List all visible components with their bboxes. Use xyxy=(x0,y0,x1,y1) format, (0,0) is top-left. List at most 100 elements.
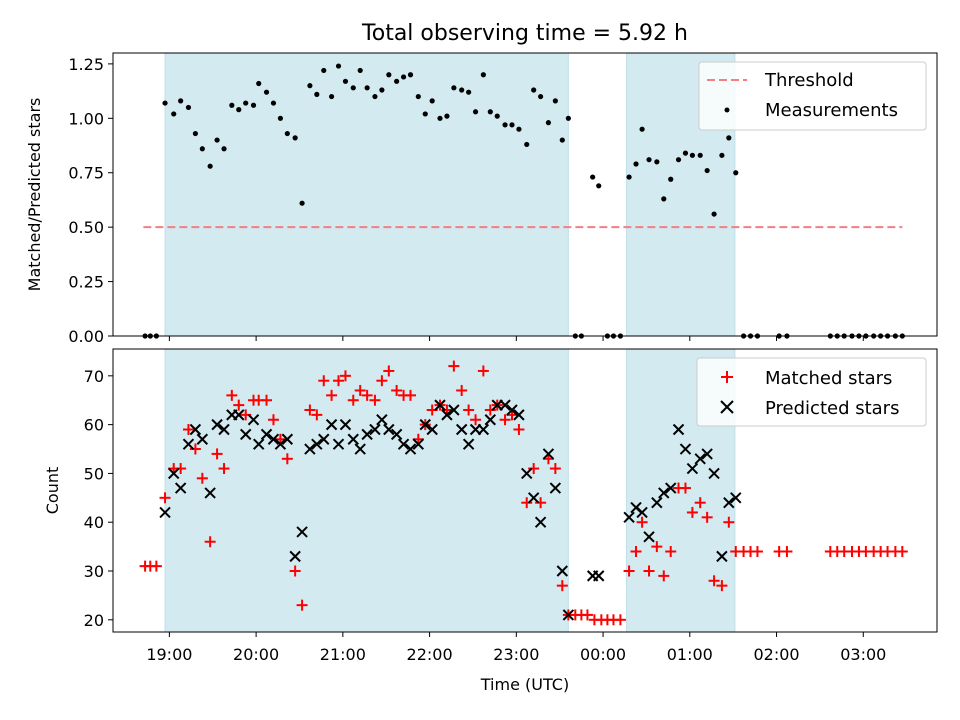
predicted-star-point xyxy=(636,506,648,519)
predicted-star-point xyxy=(159,506,171,519)
predicted-star-point xyxy=(506,404,518,416)
legend-matched-label: Matched stars xyxy=(765,368,892,389)
measurement-point xyxy=(357,67,363,74)
matched-star-point xyxy=(339,370,351,382)
measurement-point xyxy=(682,150,689,156)
predicted-star-point xyxy=(281,433,294,445)
measurement-point xyxy=(524,141,530,148)
predicted-star-point xyxy=(267,433,280,445)
predicted-star-point xyxy=(679,443,692,455)
predicted-star-point xyxy=(462,438,475,450)
bottom-x-tick-label: 02:00 xyxy=(753,645,799,664)
measurement-point xyxy=(379,87,385,93)
matched-star-point xyxy=(643,565,655,577)
predicted-star-point xyxy=(542,448,555,460)
measurement-point xyxy=(466,89,472,95)
predicted-star-point xyxy=(527,492,540,504)
matched-star-point xyxy=(528,463,540,475)
matched-star-point xyxy=(499,414,511,426)
measurement-point xyxy=(480,72,486,78)
predicted-star-point xyxy=(332,438,345,450)
top-y-tick-label: 0.50 xyxy=(68,218,104,237)
predicted-star-point xyxy=(174,482,187,494)
predicted-star-point xyxy=(339,418,352,431)
measurement-point xyxy=(559,137,565,143)
predicted-star-point xyxy=(623,511,635,524)
measurement-point xyxy=(221,146,227,152)
bottom-x-tick-label: 03:00 xyxy=(840,645,886,664)
predicted-star-point xyxy=(686,462,699,475)
measurement-point xyxy=(733,170,739,176)
measurement-point xyxy=(697,152,703,158)
measurement-point xyxy=(472,109,479,115)
matched-star-point xyxy=(636,516,648,528)
measurement-point xyxy=(335,63,342,69)
bottom-x-ticks: 19:00 20:00 21:00 22:00 23:00 00:00 01:00 02:00… xyxy=(146,632,886,664)
measurement-point xyxy=(502,122,508,128)
measurement-point xyxy=(704,167,710,174)
matched-star-point xyxy=(463,404,475,416)
predicted-star-point xyxy=(556,565,569,577)
predicted-star-point xyxy=(434,399,446,411)
measurement-point xyxy=(342,78,349,84)
bottom-predicted-layer xyxy=(159,399,742,621)
bottom-panel: 20 30 40 50 60 70 19:00 20:00 21:00 22:00 23:00 00… xyxy=(43,348,938,694)
matched-star-point xyxy=(665,545,677,557)
predicted-star-point xyxy=(643,531,655,543)
top-panel: 0.00 0.25 0.50 0.75 1.00 1.25 Total observing… xyxy=(25,21,938,346)
matched-star-point xyxy=(708,575,720,587)
measurement-point xyxy=(321,67,327,74)
matched-star-point xyxy=(781,545,793,557)
predicted-star-point xyxy=(658,487,670,499)
measurement-point xyxy=(207,163,213,169)
predicted-star-point xyxy=(240,428,252,441)
matched-star-point xyxy=(581,609,593,621)
matched-star-point xyxy=(175,463,187,475)
top-plot-frame xyxy=(112,52,938,337)
matched-star-point xyxy=(218,463,230,475)
matched-star-point xyxy=(448,360,460,372)
matched-star-point xyxy=(456,384,468,396)
predicted-star-point xyxy=(412,438,425,450)
predicted-star-point xyxy=(311,438,323,450)
measurement-point xyxy=(545,120,552,126)
legend-predicted-x-icon xyxy=(720,400,734,414)
matched-star-point xyxy=(694,497,706,509)
predicted-star-point xyxy=(694,453,706,465)
measurement-point xyxy=(328,93,335,100)
measurement-point xyxy=(726,135,732,141)
measurement-point xyxy=(243,100,249,106)
bottom-legend: Matched stars Predicted stars xyxy=(696,357,927,427)
predicted-star-point xyxy=(716,550,728,563)
predicted-star-point xyxy=(441,409,453,421)
matched-star-point xyxy=(233,399,245,411)
legend-measurements-label: Measurements xyxy=(765,100,898,121)
measurement-point xyxy=(394,78,400,84)
predicted-star-point xyxy=(376,414,388,426)
measurement-point xyxy=(654,159,660,165)
measurement-point xyxy=(668,176,674,182)
measurement-point xyxy=(314,91,320,97)
matched-star-point xyxy=(354,384,366,396)
matched-star-point xyxy=(658,570,670,582)
predicted-star-point xyxy=(361,428,373,441)
measurement-point xyxy=(633,161,639,167)
measurement-point xyxy=(444,113,450,119)
bottom-plot-frame xyxy=(112,348,938,633)
matched-star-point xyxy=(716,580,728,592)
top-y-tick-label: 1.25 xyxy=(68,55,104,74)
matched-star-point xyxy=(196,472,208,484)
bottom-x-tick-label: 01:00 xyxy=(667,645,713,664)
top-chart-title: Total observing time = 5.92 h xyxy=(361,21,688,46)
measurement-point xyxy=(256,80,262,87)
bot-y-tick-label: 40 xyxy=(84,513,104,532)
measurement-point xyxy=(236,107,242,113)
measurement-point xyxy=(531,87,537,93)
bot-y-tick-label: 50 xyxy=(84,464,104,483)
matched-star-point xyxy=(686,506,698,518)
matched-star-point xyxy=(896,545,908,557)
predicted-star-point xyxy=(196,433,209,445)
top-legend: Threshold Measurements xyxy=(698,61,927,131)
predicted-star-point xyxy=(549,482,562,494)
measurement-point xyxy=(509,122,515,128)
